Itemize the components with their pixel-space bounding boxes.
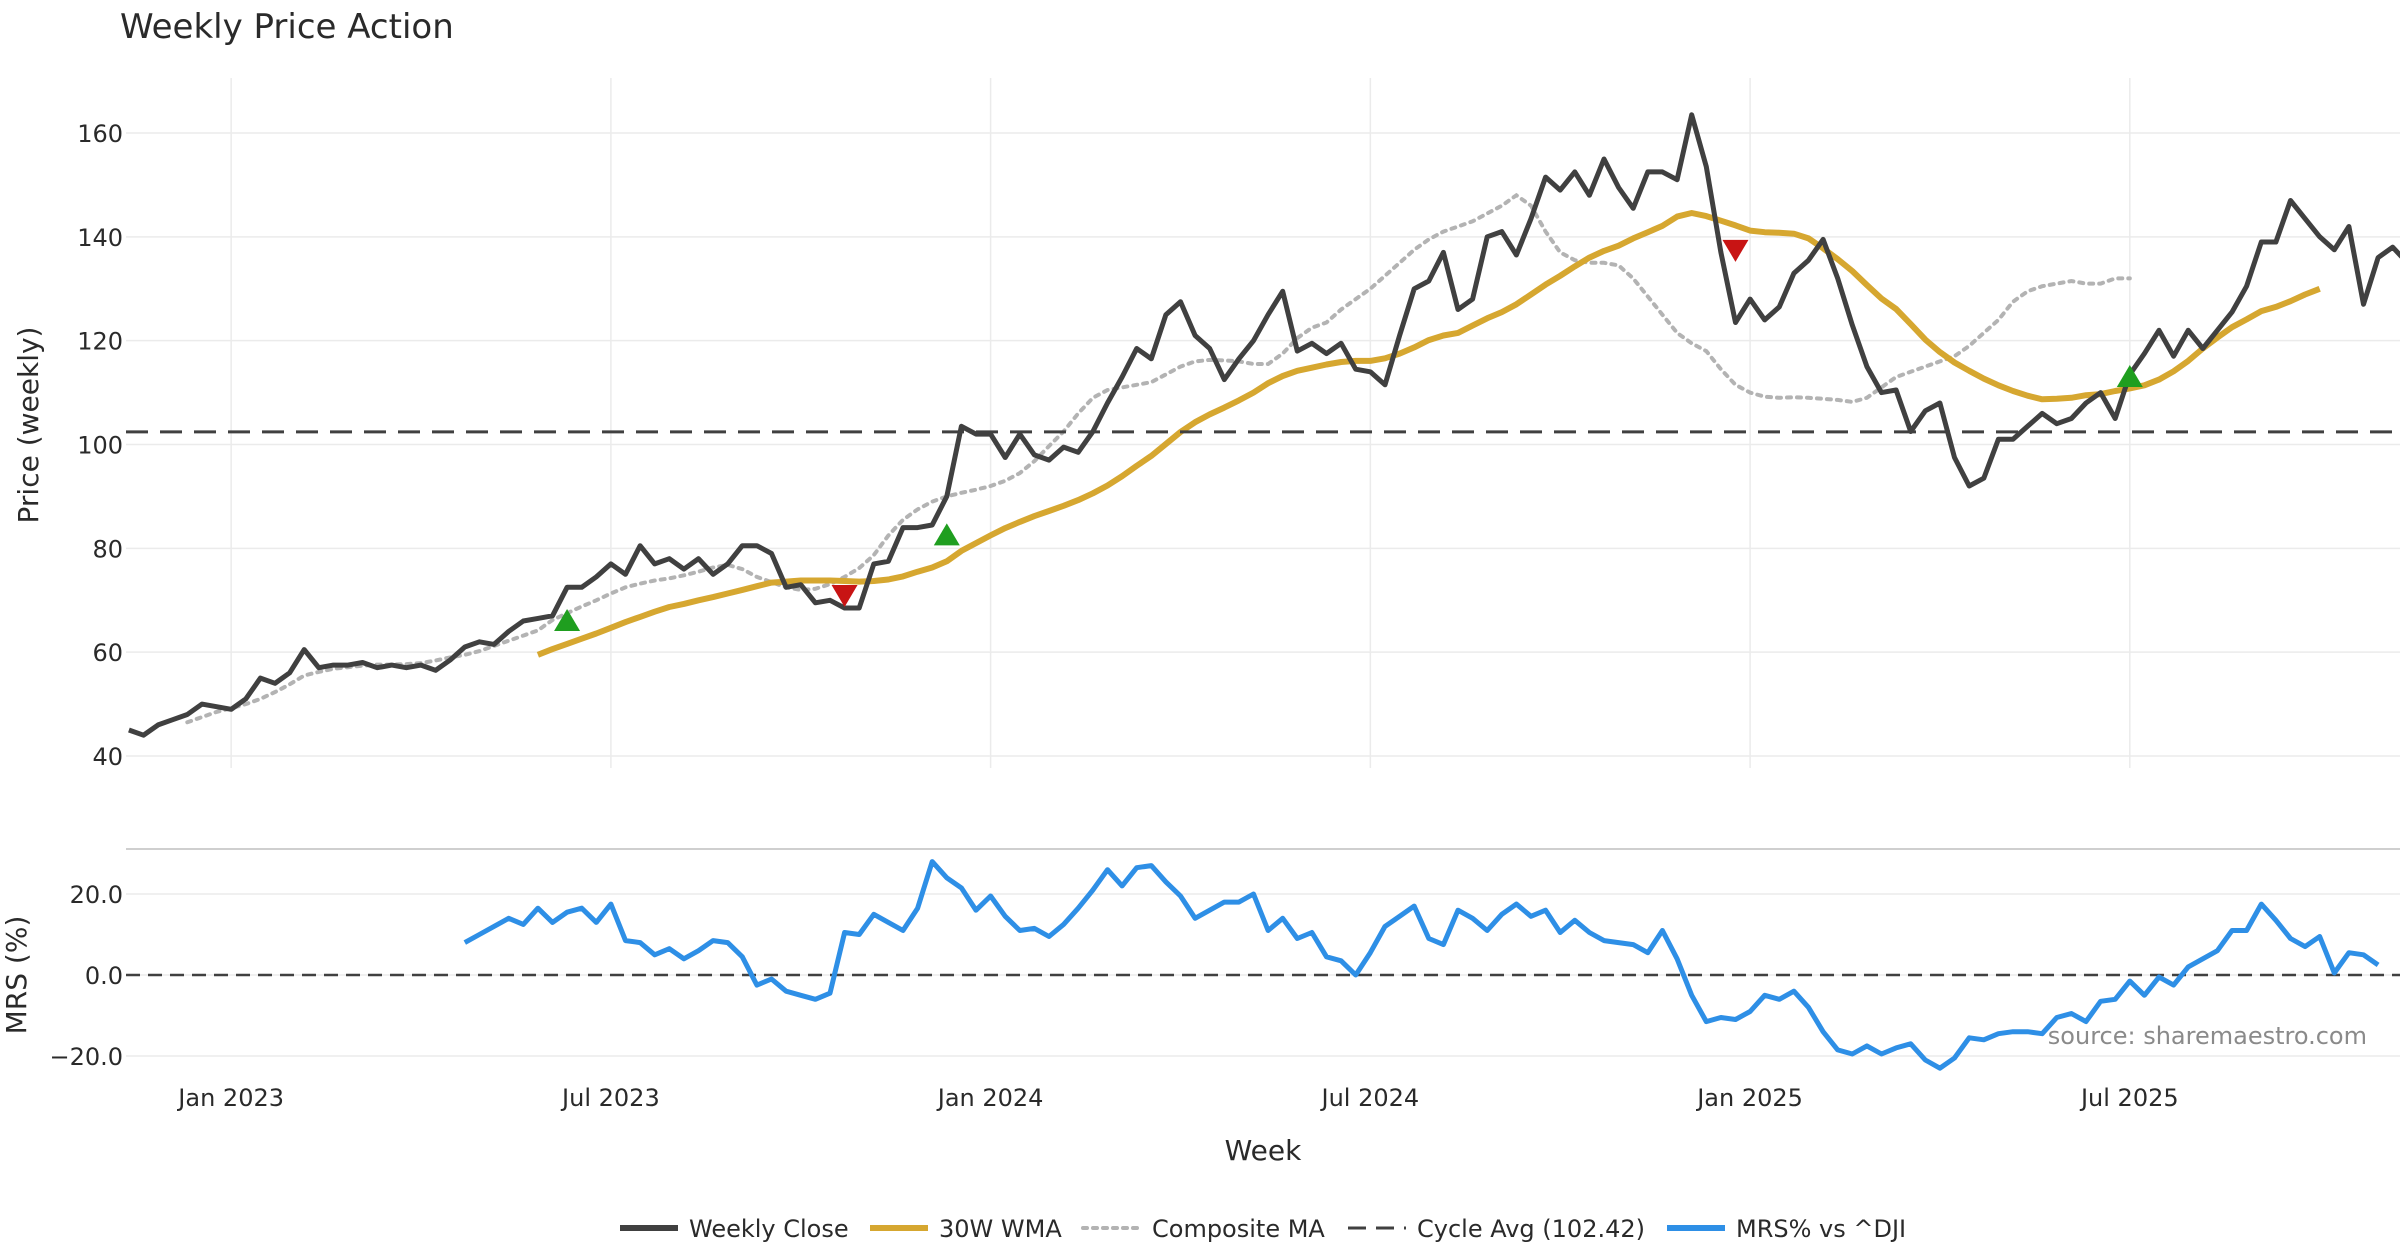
buy-signal-marker — [2116, 365, 2143, 388]
x-tick-label: Jul 2023 — [560, 1084, 660, 1112]
y-tick-label: 60 — [92, 639, 123, 667]
x-tick-label: Jan 2023 — [176, 1084, 284, 1112]
legend-label: 30W WMA — [939, 1215, 1062, 1243]
chart-title: Weekly Price Action — [120, 7, 454, 47]
y-tick-label: −20.0 — [49, 1043, 123, 1071]
mrs-line — [463, 859, 2380, 1071]
legend-label: Cycle Avg (102.42) — [1417, 1215, 1645, 1243]
legend-label: MRS% vs ^DJI — [1736, 1215, 1906, 1243]
y-tick-label: 100 — [77, 432, 123, 460]
sell-signal-marker — [1722, 239, 1749, 262]
x-axis-label: Week — [1225, 1134, 1302, 1167]
y-tick-label: 160 — [77, 120, 123, 148]
price-panel-lines — [126, 112, 2400, 738]
source-annotation: source: sharemaestro.com — [2048, 1022, 2367, 1050]
mrs-axis-ticks: 20.0 0.0 −20.0 — [49, 881, 123, 1071]
y-tick-label: 0.0 — [85, 962, 123, 990]
legend: Weekly Close 30W WMA Composite MA Cycle Avg… — [620, 1215, 1906, 1243]
buy-signal-marker — [554, 609, 581, 632]
price-panel-grid — [126, 78, 2400, 768]
composite-ma-line — [185, 192, 2132, 725]
y-tick-label: 140 — [77, 224, 123, 252]
buy-signal-marker — [933, 523, 960, 546]
mrs-panel-lines — [126, 859, 2400, 1071]
x-axis-ticks: Jan 2023 Jul 2023 Jan 2024 Jul 2024 Jan 2025… — [176, 1084, 2178, 1112]
legend-label: Composite MA — [1152, 1215, 1325, 1243]
legend-label: Weekly Close — [689, 1215, 849, 1243]
y-tick-label: 80 — [92, 535, 123, 563]
y-tick-label: 20.0 — [70, 881, 123, 909]
sell-signal-marker — [831, 585, 858, 608]
mrs-axis-label: MRS (%) — [0, 916, 33, 1035]
y-tick-label: 120 — [77, 328, 123, 356]
wma-30w-line — [536, 210, 2321, 658]
signal-markers — [554, 239, 2143, 632]
x-tick-label: Jan 2024 — [936, 1084, 1044, 1112]
x-tick-label: Jan 2025 — [1695, 1084, 1803, 1112]
y-tick-label: 40 — [92, 743, 123, 771]
x-tick-label: Jul 2025 — [2079, 1084, 2179, 1112]
price-axis-label: Price (weekly) — [12, 327, 45, 524]
price-axis-ticks: 40 60 80 100 120 140 160 — [77, 120, 123, 771]
x-tick-label: Jul 2024 — [1320, 1084, 1420, 1112]
weekly-close-line — [128, 112, 2400, 738]
